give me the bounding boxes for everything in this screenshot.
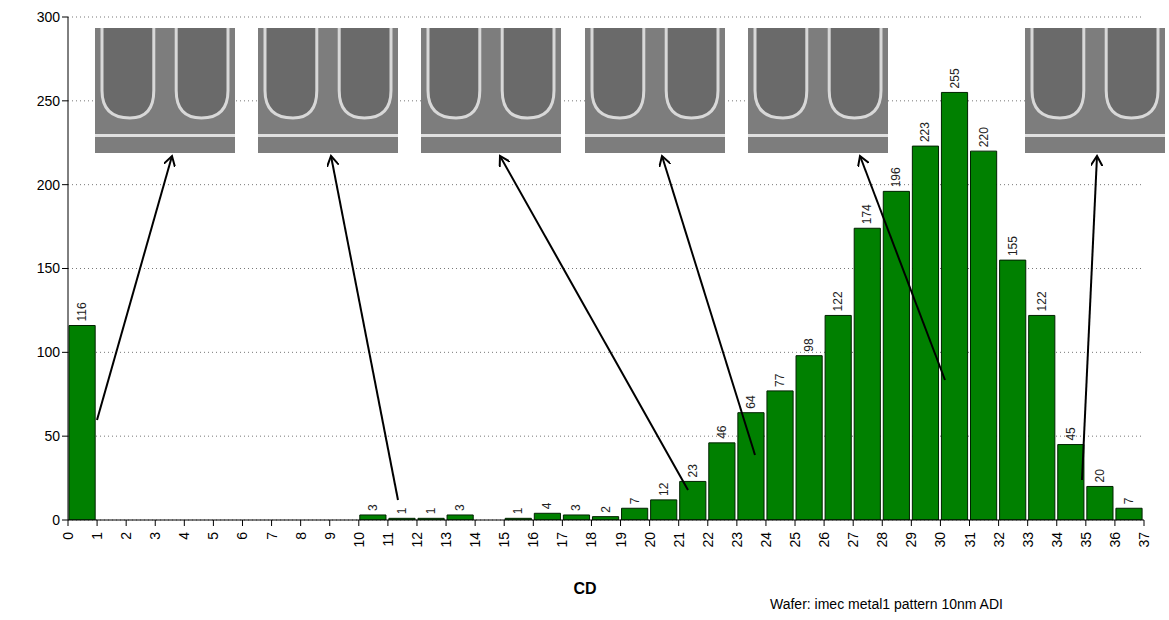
svg-text:6: 6 <box>234 532 250 540</box>
svg-text:27: 27 <box>845 532 861 548</box>
svg-text:150: 150 <box>37 260 61 276</box>
svg-text:16: 16 <box>525 532 541 548</box>
svg-text:3: 3 <box>366 504 380 511</box>
svg-text:9: 9 <box>322 532 338 540</box>
svg-text:32: 32 <box>991 532 1007 548</box>
svg-text:14: 14 <box>467 532 483 548</box>
svg-text:250: 250 <box>37 93 61 109</box>
svg-text:200: 200 <box>37 177 61 193</box>
svg-text:26: 26 <box>816 532 832 548</box>
svg-text:300: 300 <box>37 9 61 25</box>
svg-text:4: 4 <box>540 502 554 509</box>
svg-text:30: 30 <box>932 532 948 548</box>
svg-text:1: 1 <box>424 507 438 514</box>
svg-text:15: 15 <box>496 532 512 548</box>
svg-text:98: 98 <box>802 338 816 352</box>
svg-text:10: 10 <box>351 532 367 548</box>
svg-text:19: 19 <box>613 532 629 548</box>
svg-text:18: 18 <box>583 532 599 548</box>
svg-text:29: 29 <box>903 532 919 548</box>
svg-text:77: 77 <box>773 373 787 387</box>
svg-text:174: 174 <box>860 204 874 224</box>
svg-text:31: 31 <box>962 532 978 548</box>
svg-text:3: 3 <box>569 504 583 511</box>
svg-text:2: 2 <box>599 506 613 513</box>
svg-text:5: 5 <box>205 532 221 540</box>
svg-text:24: 24 <box>758 532 774 548</box>
svg-text:100: 100 <box>37 344 61 360</box>
svg-text:12: 12 <box>409 532 425 548</box>
svg-text:46: 46 <box>715 425 729 439</box>
svg-text:7: 7 <box>264 532 280 540</box>
svg-text:20: 20 <box>1093 469 1107 483</box>
svg-text:36: 36 <box>1107 532 1123 548</box>
svg-text:1: 1 <box>395 507 409 514</box>
svg-text:223: 223 <box>918 122 932 142</box>
svg-text:12: 12 <box>657 482 671 496</box>
svg-text:37: 37 <box>1136 532 1152 548</box>
svg-text:22: 22 <box>700 532 716 548</box>
svg-text:17: 17 <box>554 532 570 548</box>
svg-text:23: 23 <box>686 464 700 478</box>
svg-text:11: 11 <box>380 532 396 547</box>
svg-text:25: 25 <box>787 532 803 548</box>
svg-text:1: 1 <box>89 532 105 540</box>
svg-text:3: 3 <box>147 532 163 540</box>
svg-text:220: 220 <box>977 127 991 147</box>
svg-text:28: 28 <box>874 532 890 548</box>
svg-text:7: 7 <box>628 497 642 504</box>
svg-text:4: 4 <box>176 532 192 540</box>
svg-text:116: 116 <box>75 302 89 321</box>
svg-text:122: 122 <box>1035 291 1049 311</box>
html-text:CD: CD <box>573 580 597 597</box>
svg-text:64: 64 <box>744 395 758 409</box>
svg-text:2: 2 <box>118 532 134 540</box>
svg-text:155: 155 <box>1006 236 1020 256</box>
svg-text:122: 122 <box>831 291 845 311</box>
svg-text:1: 1 <box>511 507 525 514</box>
svg-text:196: 196 <box>889 167 903 187</box>
svg-text:13: 13 <box>438 532 454 548</box>
svg-text:34: 34 <box>1049 532 1065 548</box>
svg-text:0: 0 <box>60 532 76 540</box>
html-text:Wafer: imec metal1 pattern 10n: Wafer: imec metal1 pattern 10nm ADI <box>770 596 1003 612</box>
svg-text:23: 23 <box>729 532 745 548</box>
svg-text:255: 255 <box>948 68 962 88</box>
svg-text:35: 35 <box>1078 532 1094 548</box>
svg-text:50: 50 <box>44 428 60 444</box>
svg-text:8: 8 <box>293 532 309 540</box>
svg-text:33: 33 <box>1020 532 1036 548</box>
svg-text:3: 3 <box>453 504 467 511</box>
svg-text:21: 21 <box>671 532 687 548</box>
svg-text:0: 0 <box>52 512 60 528</box>
svg-text:45: 45 <box>1064 427 1078 441</box>
svg-text:7: 7 <box>1122 497 1136 504</box>
svg-text:20: 20 <box>642 532 658 548</box>
